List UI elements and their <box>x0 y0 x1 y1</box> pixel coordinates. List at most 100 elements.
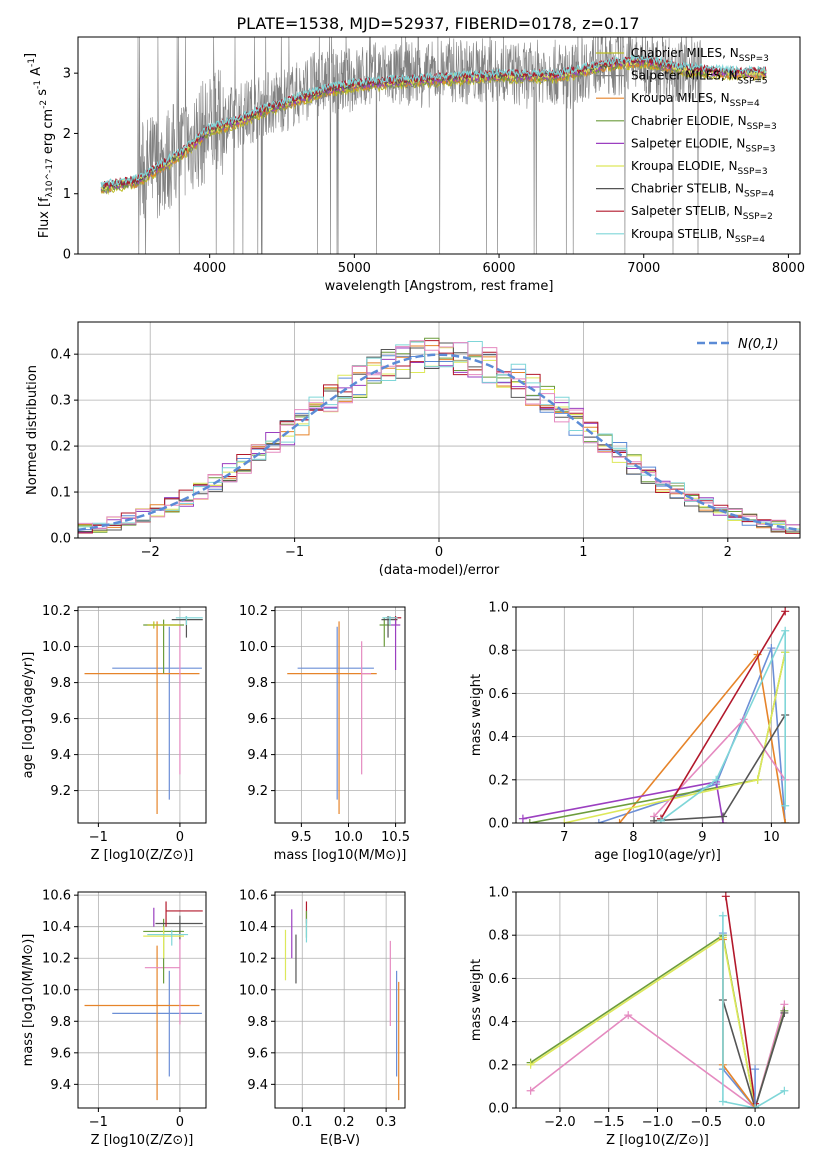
tick-label-x: 10.5 <box>381 830 410 845</box>
tick-label-y: 9.4 <box>50 1078 71 1093</box>
plot-area-spectrum <box>100 37 767 254</box>
legend-label: N(0,1) <box>738 337 779 352</box>
legend-label: Kroupa ELODIE, NSSP=3 <box>631 159 768 177</box>
axes-spectrum: 4000 5000 6000 7000 8000 0 1 2 3 wavelength [Angs… <box>23 36 805 294</box>
weight-line <box>529 652 786 823</box>
tick-label-y: 0.8 <box>488 929 509 944</box>
tick-label-x: −1 <box>285 545 304 560</box>
x-axis-label: E(B-V) <box>320 1133 360 1148</box>
weight-line <box>660 610 786 820</box>
weight-marker <box>721 892 730 901</box>
label-sub: SSP=3 <box>739 54 769 64</box>
tick-label-x: 2 <box>724 545 732 560</box>
tick-label-y: 0.3 <box>50 394 71 409</box>
tick-label-y: 0.6 <box>488 687 509 702</box>
weight-marker <box>526 1086 535 1095</box>
label-sup: -1 <box>33 80 43 89</box>
weight-marker <box>767 644 776 653</box>
data-point <box>147 621 180 629</box>
tick-label-y: 9.2 <box>50 784 71 799</box>
label-sub: SSP=3 <box>738 167 768 177</box>
tick-label-y: 10.6 <box>239 889 268 904</box>
x-axis-label: wavelength [Angstrom, rest frame] <box>325 279 554 294</box>
tick-label-y: 9.8 <box>50 676 71 691</box>
weight-line <box>530 1004 786 1108</box>
x-axis-label: (data-model)/error <box>379 563 500 578</box>
weight-line <box>722 999 786 1108</box>
plot-area-mass-vs-ebv <box>284 901 400 1101</box>
x-axis-label: Z [log10(Z/Z⊙)] <box>606 1133 709 1148</box>
tick-label-y: 9.4 <box>247 748 268 763</box>
axes-frame <box>515 891 800 1109</box>
label-part: wavelength [Angstrom, rest frame] <box>325 279 554 294</box>
y-axis-label: mass [log10(M/M⊙)] <box>21 934 36 1067</box>
weight-line <box>725 896 756 1104</box>
observed-spectrum <box>100 37 702 254</box>
label-sup: -1 <box>27 58 37 67</box>
axes-frame <box>274 891 406 1109</box>
label-part: s <box>35 89 50 100</box>
x-axis-label: age [log10(age/yr)] <box>594 848 721 863</box>
weight-marker <box>781 819 790 823</box>
data-point <box>144 931 181 1025</box>
label-part: Normed distribution <box>25 365 40 495</box>
tick-label-y: 0.0 <box>488 1102 509 1117</box>
tick-label-y: 10.0 <box>239 983 268 998</box>
tick-label-y: 0.4 <box>488 1015 509 1030</box>
label-sub: SSP=3 <box>745 144 775 154</box>
y-axis-label: Flux [fλ10^-17 erg cm-2 s-1 A-1] <box>23 53 56 238</box>
weight-line <box>722 915 785 1108</box>
tick-label-y: 9.6 <box>50 712 71 727</box>
weight-marker <box>526 1060 535 1069</box>
label-part: (data-model)/error <box>379 563 500 578</box>
tick-label-y: 10.2 <box>42 952 71 967</box>
weight-marker <box>780 1008 789 1017</box>
tick-label-x: 4000 <box>193 261 226 276</box>
tick-label-x: −1.5 <box>593 1115 625 1130</box>
data-point <box>84 621 200 814</box>
label-part: Chabrier ELODIE, N <box>631 114 747 128</box>
histogram-step <box>78 342 800 532</box>
axes-mass-weight-vs-Z: −2.0 −1.5 −1.0 −0.5 0.0 0.0 0.2 0.4 0.6 0.8 1.0 Z [… <box>469 886 800 1148</box>
tick-label-x: 0 <box>435 545 443 560</box>
data-point <box>171 616 203 638</box>
axes-frame <box>77 891 207 1109</box>
x-axis-label: Z [log10(Z/Z⊙)] <box>91 1133 194 1148</box>
tick-label-y: 0.0 <box>50 532 71 547</box>
tick-label-y: 0.2 <box>488 1058 509 1073</box>
label-part: Chabrier STELIB, N <box>631 182 744 196</box>
tick-label-y: 10.0 <box>42 983 71 998</box>
label-part: Salpeter ELODIE, N <box>631 136 745 150</box>
tick-label-x: −0.5 <box>691 1115 723 1130</box>
data-point <box>155 915 203 940</box>
weight-marker <box>781 801 790 810</box>
label-sub: SSP=3 <box>747 122 777 132</box>
data-point <box>361 641 372 775</box>
tick-label-x: 9.5 <box>291 830 312 845</box>
tick-label-x: 0.0 <box>745 1115 766 1130</box>
weight-marker <box>781 626 790 635</box>
tick-label-y: 9.6 <box>247 1046 268 1061</box>
tick-label-y: 0.2 <box>50 440 71 455</box>
label-part: mass weight <box>469 959 484 1041</box>
histogram-step <box>78 340 800 529</box>
data-point <box>297 626 374 800</box>
plot-area-mass-vs-Z <box>84 901 203 1101</box>
data-point <box>84 945 200 1101</box>
label-part: Z [log10(Z/Z⊙)] <box>606 1133 709 1148</box>
tick-label-y: 0.1 <box>50 486 71 501</box>
label-part: erg cm <box>41 109 56 158</box>
tick-label-x: −2.0 <box>544 1115 576 1130</box>
y-axis-label: mass weight <box>469 959 484 1041</box>
label-part: Salpeter MILES, N <box>631 69 738 83</box>
weight-marker <box>751 1065 760 1074</box>
axes-mass-vs-ebv: 0.1 0.2 0.3 9.4 9.6 9.8 10.0 10.2 10.4 10.6 E(B-V) <box>239 889 406 1148</box>
data-point <box>379 617 391 647</box>
tick-label-x: 10.0 <box>334 830 363 845</box>
axes-frame <box>515 606 800 824</box>
tick-label-x: 0.1 <box>292 1115 313 1130</box>
tick-label-y: 9.2 <box>247 784 268 799</box>
label-sup: -2 <box>39 100 49 109</box>
tick-label-x: 9 <box>698 830 706 845</box>
